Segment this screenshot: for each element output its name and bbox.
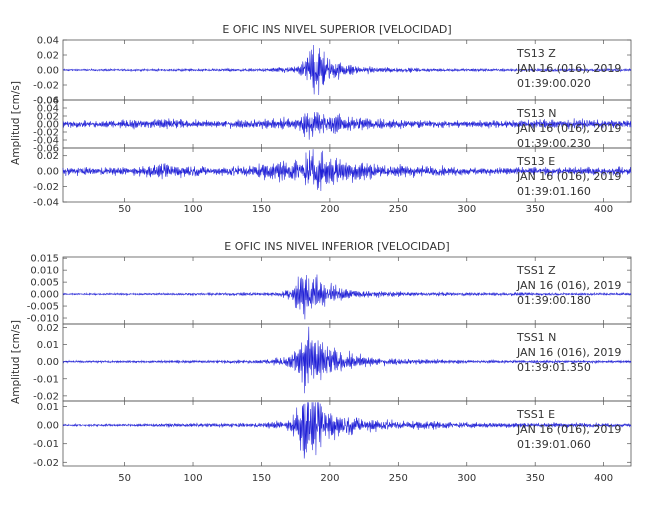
trace-date-label: JAN 16 (016), 2019 <box>516 423 621 436</box>
y-tick-label: -0.04 <box>33 136 59 147</box>
y-tick-label: 0.00 <box>37 421 59 432</box>
waveform-ts13-z <box>62 45 632 95</box>
y-tick-label: 0.02 <box>37 112 59 123</box>
trace-station-label: TSS1 E <box>516 408 555 421</box>
trace-station-label: TSS1 N <box>516 331 556 344</box>
y-tick-label: -0.02 <box>33 182 59 193</box>
trace-station-label: TS13 Z <box>516 47 556 60</box>
y-tick-label: 0.005 <box>30 278 59 289</box>
y-tick-label: -0.02 <box>33 81 59 92</box>
trace-date-label: JAN 16 (016), 2019 <box>516 346 621 359</box>
y-tick-label: 0.04 <box>37 104 59 115</box>
waveform-ts13-e <box>62 149 632 192</box>
trace-station-label: TSS1 Z <box>516 264 556 277</box>
x-tick-label: 250 <box>389 204 408 215</box>
y-tick-label: 0.02 <box>37 323 59 334</box>
waveform-tss1-e <box>62 402 632 459</box>
y-tick-label: 0.00 <box>37 66 59 77</box>
waveform-ts13-n <box>62 111 632 140</box>
trace-date-label: JAN 16 (016), 2019 <box>516 170 621 183</box>
group-inferior: E OFIC INS NIVEL INFERIOR [VELOCIDAD] Am… <box>10 240 632 484</box>
x-tick-label: 300 <box>457 473 476 484</box>
title-inferior: E OFIC INS NIVEL INFERIOR [VELOCIDAD] <box>224 240 449 253</box>
y-tick-label: -0.04 <box>33 96 59 107</box>
trace-time-label: 01:39:00.180 <box>517 294 591 307</box>
trace-station-label: TS13 E <box>516 155 555 168</box>
ylabel-inferior: Amplitud [cm/s] <box>10 320 22 404</box>
x-tick-label: 100 <box>183 204 202 215</box>
x-tick-label: 200 <box>320 204 339 215</box>
y-tick-label: 0.02 <box>37 51 59 62</box>
panel-frame <box>62 400 632 467</box>
y-tick-label: 0.00 <box>37 120 59 131</box>
y-tick-label: 0.02 <box>37 151 59 162</box>
waveform-tss1-z <box>62 274 632 320</box>
x-tick-label: 350 <box>526 204 545 215</box>
y-tick-label: 0.00 <box>37 167 59 178</box>
trace-date-label: JAN 16 (016), 2019 <box>516 279 621 292</box>
x-tick-label: 400 <box>594 473 613 484</box>
x-tick-label: 350 <box>526 473 545 484</box>
x-tick-label: 150 <box>252 204 271 215</box>
y-tick-label: -0.010 <box>27 314 59 325</box>
y-tick-label: 0.06 <box>37 96 59 107</box>
y-tick-label: -0.02 <box>33 458 59 469</box>
y-tick-label: 0.04 <box>37 36 59 47</box>
trace-time-label: 01:39:00.230 <box>517 137 591 150</box>
y-tick-label: 0.015 <box>30 254 59 265</box>
trace-time-label: 01:39:01.060 <box>517 438 591 451</box>
waveform-tss1-n <box>62 326 632 394</box>
y-tick-label: 0.010 <box>30 266 59 277</box>
y-tick-label: 0.01 <box>37 340 59 351</box>
trace-date-label: JAN 16 (016), 2019 <box>516 122 621 135</box>
title-superior: E OFIC INS NIVEL SUPERIOR [VELOCIDAD] <box>222 23 451 36</box>
x-tick-label: 100 <box>183 473 202 484</box>
x-tick-label: 400 <box>594 204 613 215</box>
y-tick-label: 0.000 <box>30 290 59 301</box>
y-tick-label: -0.06 <box>33 144 59 155</box>
x-tick-label: 50 <box>118 204 131 215</box>
trace-station-label: TS13 N <box>516 107 556 120</box>
y-tick-label: -0.01 <box>33 439 59 450</box>
trace-time-label: 01:39:00.020 <box>517 77 591 90</box>
x-tick-label: 250 <box>389 473 408 484</box>
x-tick-label: 200 <box>320 473 339 484</box>
x-tick-label: 300 <box>457 204 476 215</box>
ylabel-superior: Amplitud [cm/s] <box>10 81 22 165</box>
y-tick-label: -0.02 <box>33 391 59 402</box>
y-tick-label: -0.02 <box>33 128 59 139</box>
group-superior: E OFIC INS NIVEL SUPERIOR [VELOCIDAD] Am… <box>10 23 632 215</box>
trace-time-label: 01:39:01.350 <box>517 361 591 374</box>
x-tick-label: 150 <box>252 473 271 484</box>
y-tick-label: 0.01 <box>37 402 59 413</box>
y-tick-label: -0.04 <box>33 198 59 209</box>
trace-time-label: 01:39:01.160 <box>517 185 591 198</box>
y-tick-label: -0.01 <box>33 374 59 385</box>
trace-date-label: JAN 16 (016), 2019 <box>516 62 621 75</box>
y-tick-label: 0.00 <box>37 357 59 368</box>
x-tick-label: 50 <box>118 473 131 484</box>
y-tick-label: -0.005 <box>27 302 59 313</box>
panel-frame <box>62 147 632 203</box>
